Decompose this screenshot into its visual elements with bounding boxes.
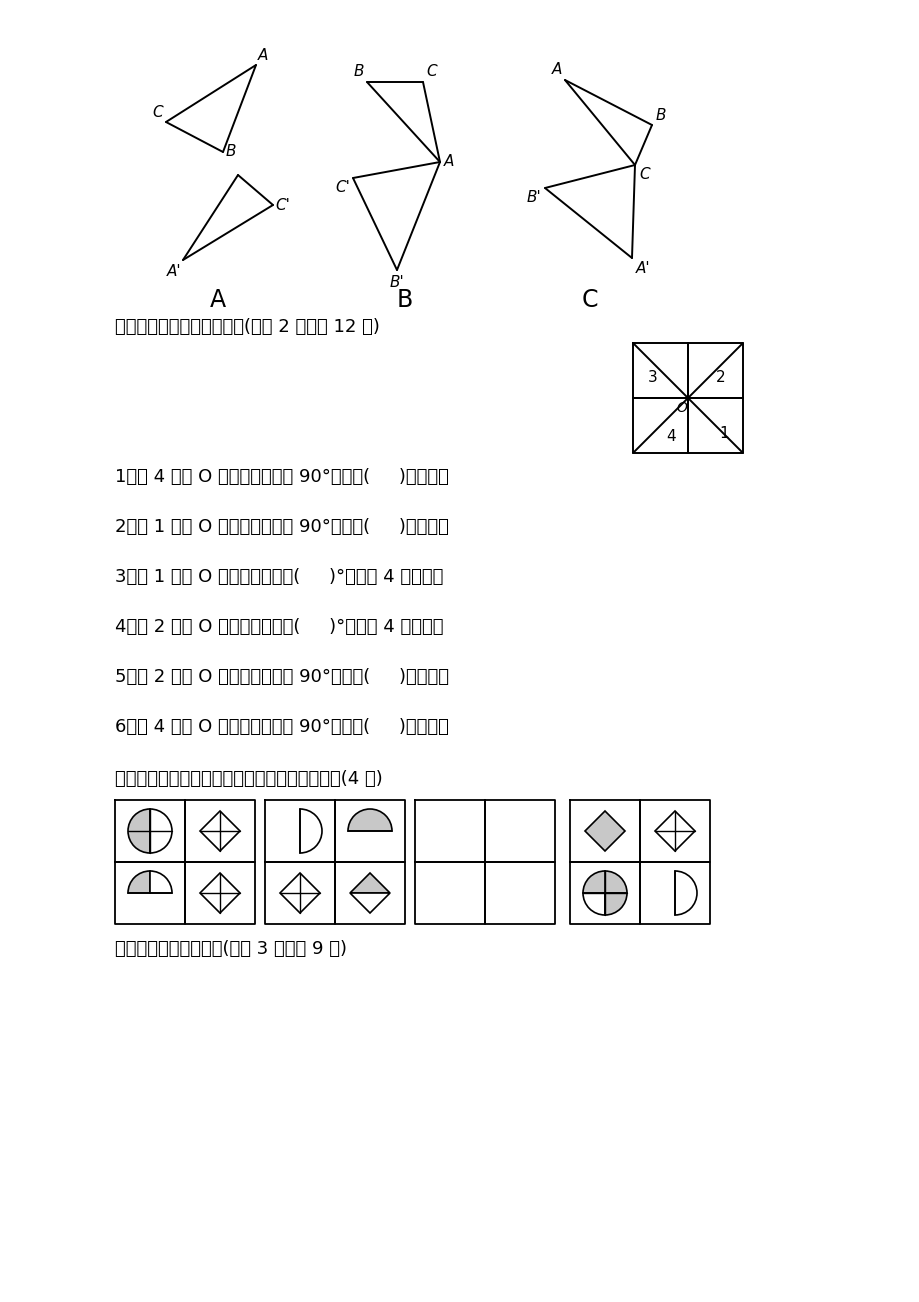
Text: 6．图 4 绕点 O 顺时针方向旋转 90°到达图(     )的位置。: 6．图 4 绕点 O 顺时针方向旋转 90°到达图( )的位置。 <box>115 717 448 736</box>
Wedge shape <box>605 893 627 915</box>
Wedge shape <box>128 809 150 853</box>
Polygon shape <box>279 874 320 913</box>
Text: C: C <box>153 105 163 120</box>
Text: B: B <box>655 108 665 122</box>
Wedge shape <box>128 871 150 893</box>
Text: A: A <box>257 48 268 62</box>
Polygon shape <box>584 811 624 852</box>
Text: C': C' <box>275 198 289 212</box>
Text: B: B <box>226 145 236 160</box>
Text: A: A <box>551 62 562 77</box>
Text: B: B <box>353 64 364 79</box>
Text: 三、先观察下图，再填空。(每题 2 分，共 12 分): 三、先观察下图，再填空。(每题 2 分，共 12 分) <box>115 318 380 336</box>
Text: 4: 4 <box>666 428 675 444</box>
Text: B: B <box>396 288 413 312</box>
Wedge shape <box>347 809 391 831</box>
Text: 3: 3 <box>647 370 656 384</box>
Text: 四、根据变化规律，在空白处画上合适的图形。(4 分): 四、根据变化规律，在空白处画上合适的图形。(4 分) <box>115 769 382 788</box>
Text: A: A <box>444 155 454 169</box>
Text: C: C <box>425 64 437 79</box>
Wedge shape <box>675 871 697 915</box>
Text: C': C' <box>335 180 349 195</box>
Text: C: C <box>581 288 597 312</box>
Text: A': A' <box>635 260 650 276</box>
Text: 5．图 2 绕点 O 顺时针方向旋转 90°到达图(     )的位置。: 5．图 2 绕点 O 顺时针方向旋转 90°到达图( )的位置。 <box>115 668 448 686</box>
Text: O: O <box>675 401 686 415</box>
Text: 1: 1 <box>718 426 728 441</box>
Text: B': B' <box>390 275 404 290</box>
Text: C: C <box>639 167 649 182</box>
Text: 五、按要求，画一画。(每题 3 分，共 9 分): 五、按要求，画一画。(每题 3 分，共 9 分) <box>115 940 346 958</box>
Wedge shape <box>300 809 322 853</box>
Polygon shape <box>349 893 390 913</box>
Text: B': B' <box>526 190 540 204</box>
Wedge shape <box>150 809 172 853</box>
Text: A': A' <box>166 264 181 279</box>
Wedge shape <box>150 871 172 893</box>
Polygon shape <box>199 811 240 852</box>
Text: 1．图 4 绕点 O 逆时针方向旋转 90°到达图(     )的位置。: 1．图 4 绕点 O 逆时针方向旋转 90°到达图( )的位置。 <box>115 467 448 486</box>
Text: 4．图 2 绕点 O 逆时针方向旋转(     )°到达图 4 的位置。: 4．图 2 绕点 O 逆时针方向旋转( )°到达图 4 的位置。 <box>115 618 443 635</box>
Wedge shape <box>605 871 627 893</box>
Text: 2．图 1 绕点 O 逆时针方向旋转 90°到达图(     )的位置。: 2．图 1 绕点 O 逆时针方向旋转 90°到达图( )的位置。 <box>115 518 448 536</box>
Wedge shape <box>583 893 605 915</box>
Polygon shape <box>199 874 240 913</box>
Polygon shape <box>349 874 390 893</box>
Polygon shape <box>654 811 694 852</box>
Text: 2: 2 <box>715 370 725 384</box>
Text: A: A <box>210 288 226 312</box>
Wedge shape <box>583 871 605 893</box>
Text: 3．图 1 绕点 O 顺时针方向旋转(     )°到达图 4 的位置。: 3．图 1 绕点 O 顺时针方向旋转( )°到达图 4 的位置。 <box>115 568 443 586</box>
